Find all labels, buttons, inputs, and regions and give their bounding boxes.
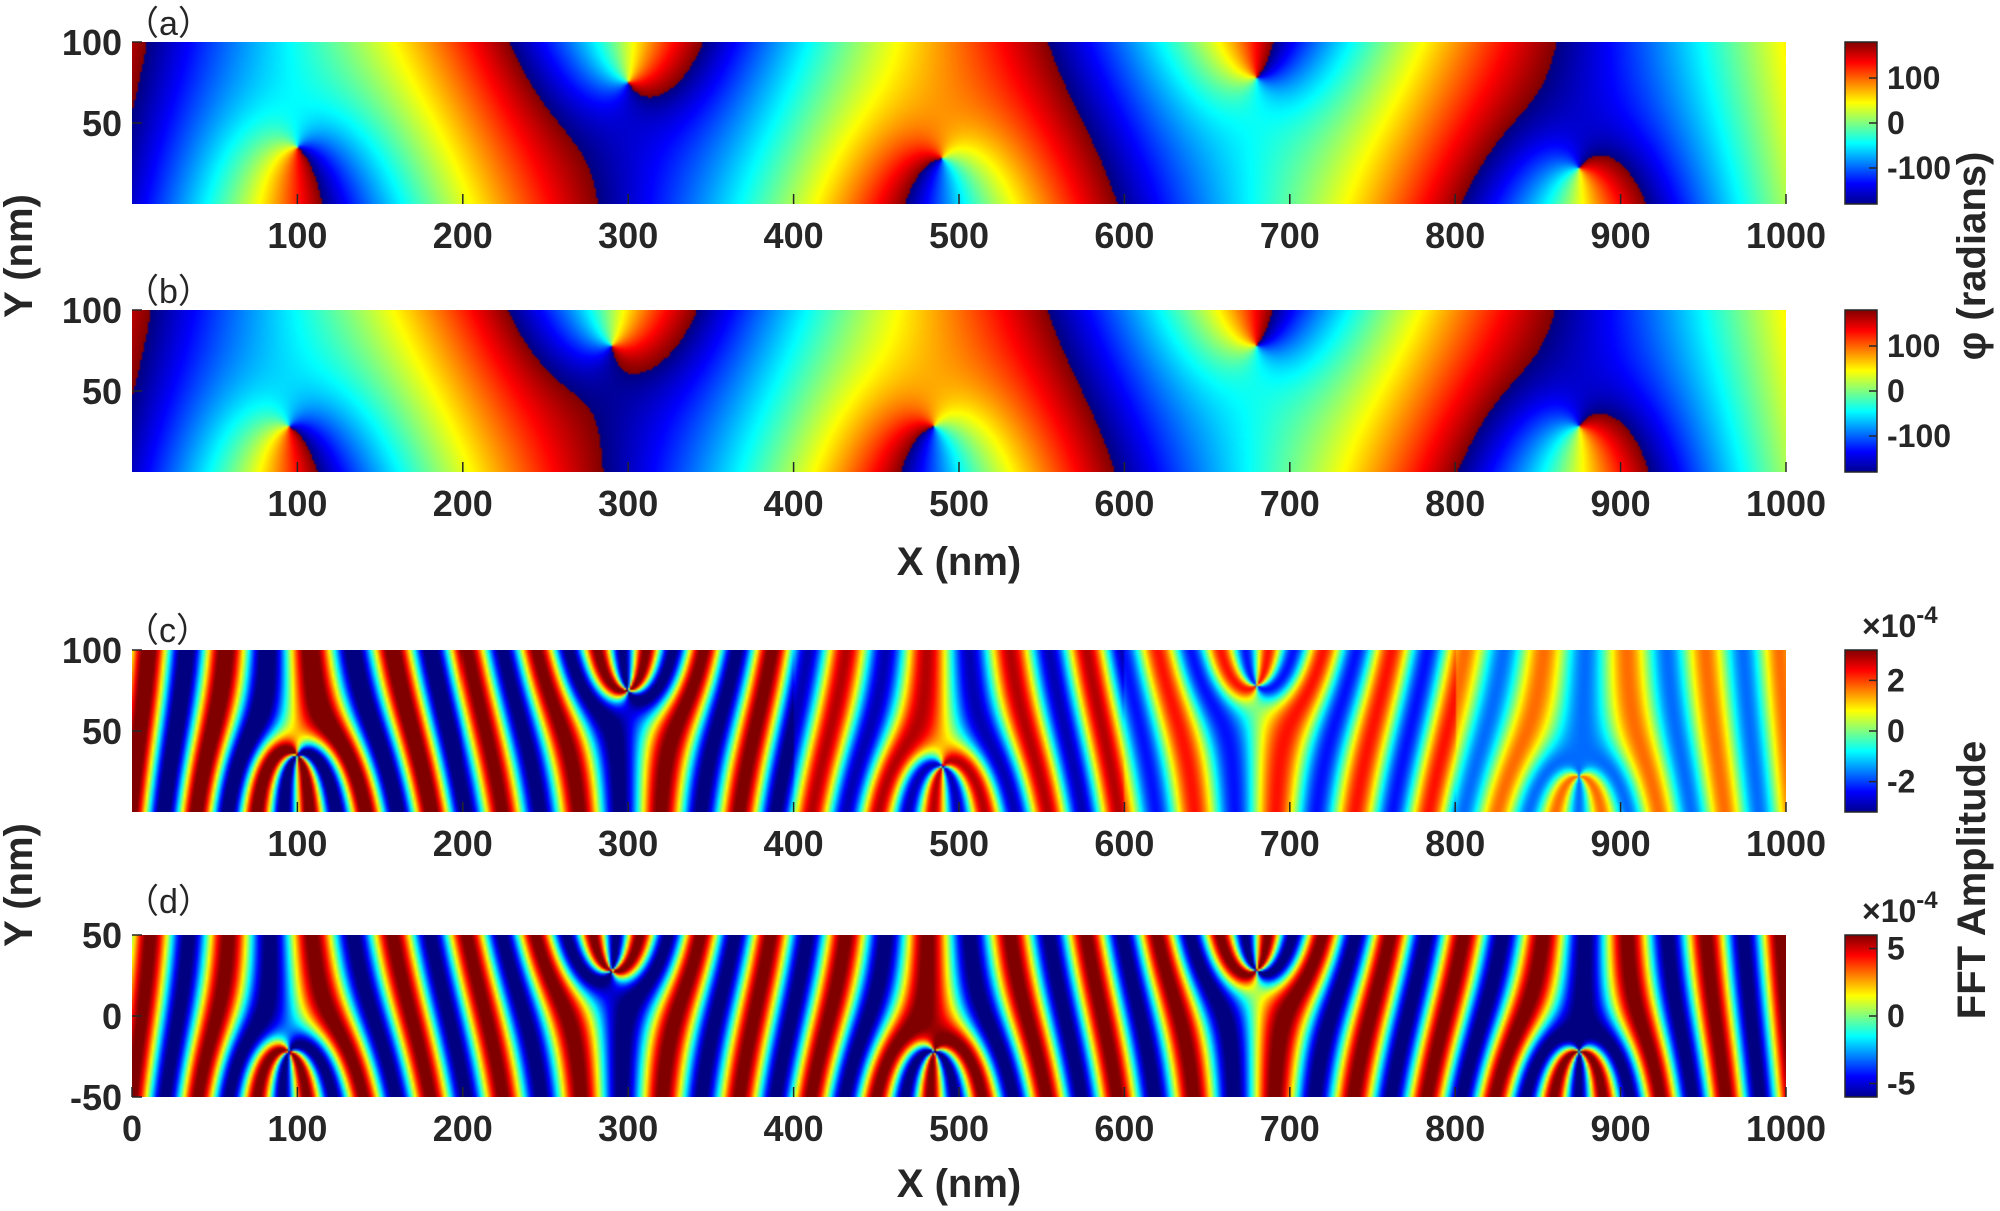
panel-d-label: （d） [125,883,212,921]
ytick-label: 50 [82,711,122,752]
panel-c: （c） 100 200 300 400 500 600 700 800 900 100050100… [62,602,1938,864]
ytick-label: 50 [82,371,122,412]
colorbar-tick-label: -100 [1887,150,1951,186]
xtick-label: 400 [764,823,824,864]
xtick-label: 600 [1094,483,1154,524]
panel-c-heatmap-container [132,650,1786,812]
xtick-label: 300 [598,823,658,864]
panel-c-label: （c） [125,612,210,650]
ytick-label: 100 [62,22,122,63]
xtick-label: 100 [267,215,327,256]
colorbar-tick-label: -2 [1887,764,1915,800]
panel-b-axes: 100 200 300 400 500 600 700 800 900 1000 50 100 [62,290,1826,524]
xtick-label: 700 [1260,483,1320,524]
xtick-label: 300 [598,215,658,256]
xtick-label: 0 [122,1108,142,1149]
panel-a-heatmap-container [132,42,1786,204]
ytick-label: 50 [82,915,122,956]
panel-d-exponent-power: -4 [1916,887,1938,914]
xtick-label: 600 [1094,823,1154,864]
ytick-label: 100 [62,630,122,671]
xtick-label: 500 [929,823,989,864]
xtick-label: 1000 [1746,483,1826,524]
xtick-label: 800 [1425,1108,1485,1149]
panel-b-colorbar-ticks: -100 0 100 [1844,309,1951,473]
xtick-label: 800 [1425,215,1485,256]
colorbar-tick-label: -5 [1887,1066,1915,1102]
xtick-label: 1000 [1746,823,1826,864]
ytick-label: 100 [62,290,122,331]
colorbar-tick-label: 0 [1887,998,1905,1034]
colorbar-tick-label: 0 [1887,105,1905,141]
panel-b: （b） 100 200 300 400 500 600 700 800 900 100050100… [62,273,1951,584]
xtick-label: 400 [764,1108,824,1149]
panel-b-xlabel: X (nm) [897,540,1021,584]
ytick-label: -50 [70,1077,122,1118]
xtick-label: 700 [1260,215,1320,256]
xtick-label: 500 [929,215,989,256]
xtick-label: 200 [433,823,493,864]
xtick-label: 500 [929,1108,989,1149]
colorbar-tick-label: -100 [1887,418,1951,454]
xtick-label: 200 [433,1108,493,1149]
xtick-label: 900 [1591,215,1651,256]
colorbar-tick-label: 5 [1887,931,1905,967]
xtick-label: 300 [598,1108,658,1149]
xtick-label: 600 [1094,1108,1154,1149]
panel-a: （a） 100 200 300 400 500 600 700 800 900 100050100… [62,5,1951,256]
panel-d-exponent-base: ×10 [1862,893,1916,929]
xtick-label: 900 [1591,1108,1651,1149]
colorbar-label-fft: FFT Amplitude [1950,741,1994,1019]
colorbar-tick-label: 0 [1887,373,1905,409]
panel-a-label: （a） [125,5,212,43]
xtick-label: 900 [1591,483,1651,524]
ytick-label: 0 [102,996,122,1037]
xtick-label: 600 [1094,215,1154,256]
panel-c-exponent-base: ×10 [1862,608,1916,644]
xtick-label: 1000 [1746,1108,1826,1149]
xtick-label: 800 [1425,823,1485,864]
panel-b-heatmap-container [132,310,1786,472]
panel-a-colorbar-ticks: -100 0 100 [1844,41,1951,205]
xtick-label: 700 [1260,1108,1320,1149]
colorbar-label-phase: φ (radians) [1950,152,1994,361]
panel-c-heatmap [132,650,1786,812]
panel-c-axes: 100 200 300 400 500 600 700 800 900 1000 50 100 [62,630,1826,864]
ytick-label: 50 [82,103,122,144]
panel-c-exponent-power: -4 [1916,602,1938,629]
xtick-label: 400 [764,215,824,256]
panel-a-axes: 100 200 300 400 500 600 700 800 900 1000 50 100 [62,22,1826,256]
panel-c-colorbar-ticks: -2 0 2 [1844,649,1915,813]
panel-b-heatmap [132,310,1786,472]
panel-c-colorbar-exponent: ×10-4 [1862,602,1938,644]
panel-a-heatmap [132,42,1786,204]
xtick-label: 100 [267,823,327,864]
xtick-label: 200 [433,483,493,524]
colorbar-tick-label: 2 [1887,662,1905,698]
colorbar-tick-label: 100 [1887,328,1940,364]
xtick-label: 100 [267,1108,327,1149]
xtick-label: 400 [764,483,824,524]
xtick-label: 300 [598,483,658,524]
colorbar-tick-label: 100 [1887,60,1940,96]
panel-b-label: （b） [125,273,212,311]
panel-d-heatmap-container [132,935,1786,1097]
xtick-label: 200 [433,215,493,256]
xtick-label: 800 [1425,483,1485,524]
ylabel-top: Y (nm) [0,194,41,318]
xtick-label: 900 [1591,823,1651,864]
xtick-label: 500 [929,483,989,524]
panel-d-heatmap [132,935,1786,1097]
colorbar-tick-label: 0 [1887,713,1905,749]
xtick-label: 1000 [1746,215,1826,256]
panel-d: （d） 0 100 200 300 400 500 600 700 800 900 1000-500… [70,883,1938,1206]
xtick-label: 100 [267,483,327,524]
xtick-label: 700 [1260,823,1320,864]
panel-d-colorbar-ticks: -5 0 5 [1844,931,1915,1102]
ylabel-bottom: Y (nm) [0,823,41,947]
panel-d-colorbar-exponent: ×10-4 [1862,887,1938,929]
panel-d-xlabel: X (nm) [897,1162,1021,1206]
